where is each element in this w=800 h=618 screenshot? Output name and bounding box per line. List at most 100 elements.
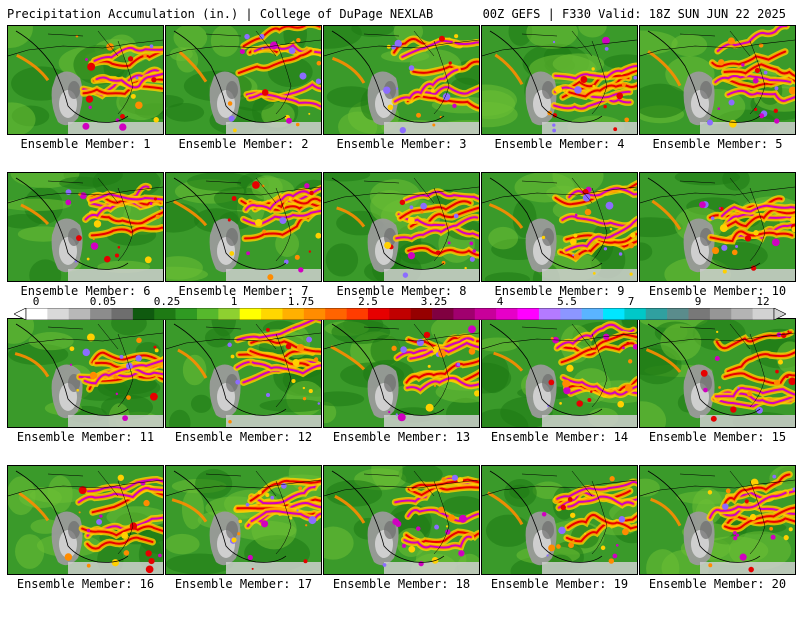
colorbar-tick-label: 2.5 <box>358 295 378 308</box>
ensemble-member-label: Ensemble Member: 2 <box>178 137 309 151</box>
ensemble-member-panel: Ensemble Member: 2 <box>165 25 322 178</box>
colorbar-swatch <box>154 308 176 320</box>
colorbar-swatch <box>603 308 625 320</box>
ensemble-member-label: Ensemble Member: 10 <box>648 284 787 298</box>
ensemble-member-panel: Ensemble Member: 7 <box>165 172 322 325</box>
ensemble-member-label: Ensemble Member: 19 <box>490 577 629 591</box>
ensemble-member-panel: Ensemble Member: 20 <box>639 465 796 618</box>
colorbar-swatch <box>453 308 476 320</box>
colorbar-swatch <box>496 308 518 320</box>
precip-map <box>165 172 322 282</box>
colorbar-swatch <box>731 308 753 320</box>
colorbar-swatch <box>303 308 326 320</box>
ensemble-member-panel: Ensemble Member: 15 <box>639 318 796 471</box>
ensemble-member-panel: Ensemble Member: 4 <box>481 25 638 178</box>
colorbar-swatch <box>218 308 241 320</box>
colorbar-tick-label: 4 <box>496 295 504 308</box>
colorbar-swatch <box>132 308 155 320</box>
precip-map <box>7 465 164 575</box>
ensemble-member-panel: Ensemble Member: 6 <box>7 172 164 325</box>
ensemble-member-label: Ensemble Member: 8 <box>336 284 467 298</box>
ensemble-member-label: Ensemble Member: 3 <box>336 137 467 151</box>
colorbar-swatch <box>68 308 91 320</box>
ensemble-member-label: Ensemble Member: 12 <box>174 430 313 444</box>
ensemble-member-panel: Ensemble Member: 10 <box>639 172 796 325</box>
ensemble-member-panel: Ensemble Member: 14 <box>481 318 638 471</box>
colorbar-swatch <box>538 308 561 320</box>
ensemble-member-panel: Ensemble Member: 5 <box>639 25 796 178</box>
map-title: Precipitation Accumulation (in.) | Colle… <box>7 7 434 21</box>
precip-map <box>165 318 322 428</box>
precip-map <box>323 465 480 575</box>
colorbar-swatch <box>645 308 668 320</box>
ensemble-member-panel: Ensemble Member: 19 <box>481 465 638 618</box>
colorbar-tick-label: 0.05 <box>89 295 117 308</box>
colorbar-swatch <box>432 308 454 320</box>
ensemble-member-label: Ensemble Member: 1 <box>20 137 151 151</box>
ensemble-member-label: Ensemble Member: 11 <box>16 430 155 444</box>
precip-map <box>481 318 638 428</box>
colorbar-tick-label: 1 <box>230 295 238 308</box>
colorbar-swatch <box>26 308 48 320</box>
precip-map <box>481 465 638 575</box>
colorbar-swatch <box>175 308 198 320</box>
ensemble-member-label: Ensemble Member: 18 <box>332 577 471 591</box>
precip-map <box>639 465 796 575</box>
precip-map <box>481 25 638 135</box>
valid-time-label: 00Z GEFS | F330 Valid: 18Z SUN JUN 22 20… <box>482 7 786 21</box>
ensemble-member-panel: Ensemble Member: 12 <box>165 318 322 471</box>
ensemble-member-label: Ensemble Member: 17 <box>174 577 313 591</box>
colorbar-swatch <box>325 308 347 320</box>
colorbar-swatch <box>47 308 70 320</box>
precip-map <box>165 465 322 575</box>
ensemble-member-panel: Ensemble Member: 8 <box>323 172 480 325</box>
precip-map <box>323 318 480 428</box>
colorbar-min-arrow <box>14 308 27 320</box>
colorbar-tick-label: 5.5 <box>557 295 577 308</box>
precip-map <box>323 25 480 135</box>
ensemble-member-panel: Ensemble Member: 9 <box>481 172 638 325</box>
colorbar-swatch <box>346 308 369 320</box>
ensemble-member-panel: Ensemble Member: 3 <box>323 25 480 178</box>
colorbar-swatch <box>389 308 411 320</box>
precip-map <box>165 25 322 135</box>
ensemble-member-label: Ensemble Member: 5 <box>652 137 783 151</box>
ensemble-member-label: Ensemble Member: 15 <box>648 430 787 444</box>
colorbar-tick-label: 7 <box>627 295 635 308</box>
ensemble-member-panel: Ensemble Member: 11 <box>7 318 164 471</box>
colorbar-tick-label: 3.25 <box>420 295 448 308</box>
colorbar-swatch <box>624 308 647 320</box>
colorbar-swatch <box>667 308 689 320</box>
precip-colorbar: 0 0.05 0.25 1 1.75 2.5 3.25 4 5.5 7 9 12 <box>14 296 786 320</box>
ensemble-member-label: Ensemble Member: 14 <box>490 430 629 444</box>
colorbar-swatch <box>282 308 305 320</box>
ensemble-member-panel: Ensemble Member: 1 <box>7 25 164 178</box>
colorbar-swatch <box>709 308 732 320</box>
colorbar-max-arrow <box>773 308 786 320</box>
ensemble-member-label: Ensemble Member: 7 <box>178 284 309 298</box>
ensemble-member-label: Ensemble Member: 13 <box>332 430 471 444</box>
colorbar-swatch <box>111 308 134 320</box>
ensemble-member-label: Ensemble Member: 4 <box>494 137 625 151</box>
ensemble-member-label: Ensemble Member: 9 <box>494 284 625 298</box>
precip-map <box>7 172 164 282</box>
precip-map <box>639 25 796 135</box>
precip-map <box>639 172 796 282</box>
colorbar-swatch <box>367 308 390 320</box>
colorbar-swatch <box>560 308 582 320</box>
colorbar-swatch <box>410 308 433 320</box>
ensemble-member-panel: Ensemble Member: 18 <box>323 465 480 618</box>
ensemble-member-panel: Ensemble Member: 17 <box>165 465 322 618</box>
precip-map <box>7 318 164 428</box>
ensemble-member-label: Ensemble Member: 6 <box>20 284 151 298</box>
precip-map <box>639 318 796 428</box>
colorbar-swatch <box>90 308 112 320</box>
colorbar-swatch <box>261 308 283 320</box>
colorbar-tick-label: 12 <box>756 295 770 308</box>
colorbar-tick-label: 9 <box>694 295 702 308</box>
colorbar-scale <box>14 308 786 320</box>
colorbar-swatch <box>474 308 497 320</box>
ensemble-member-panel: Ensemble Member: 16 <box>7 465 164 618</box>
precip-map <box>323 172 480 282</box>
ensemble-member-label: Ensemble Member: 16 <box>16 577 155 591</box>
